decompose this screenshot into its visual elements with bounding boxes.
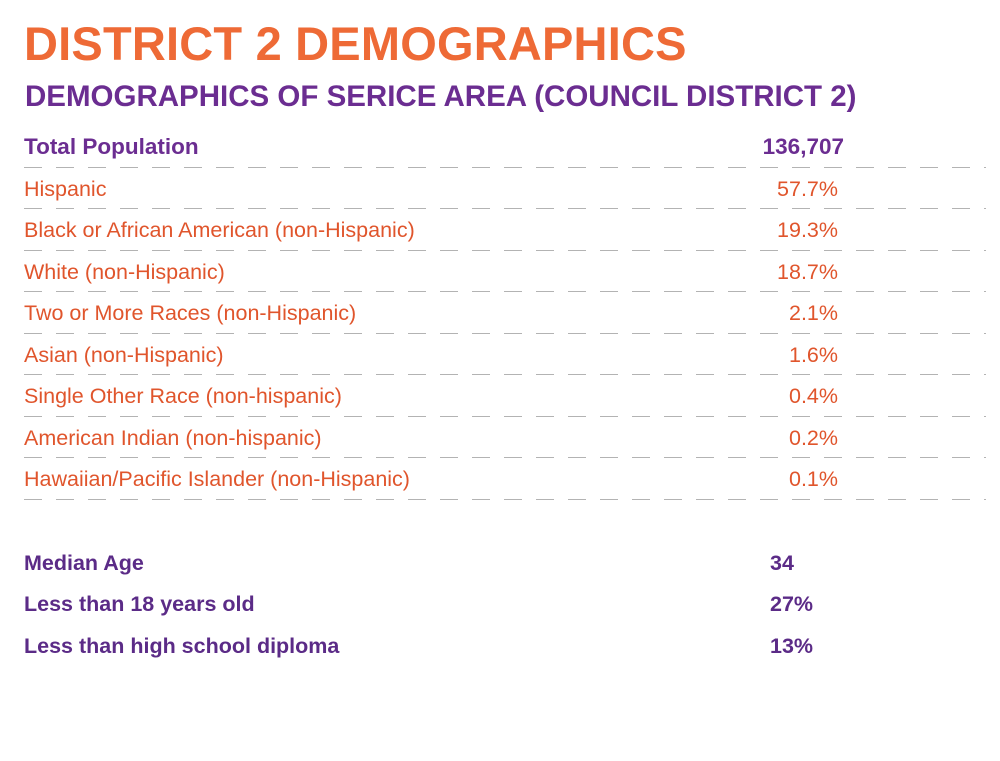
page-subtitle: DEMOGRAPHICS OF SERICE AREA (COUNCIL DIS… <box>25 80 857 113</box>
table-row: Two or More Races (non-Hispanic) 2.1% <box>24 292 986 334</box>
table-row: Hispanic 57.7% <box>24 167 986 209</box>
under-18-row: Less than 18 years old 27% <box>24 590 986 631</box>
no-diploma-row: Less than high school diploma 13% <box>24 632 986 673</box>
race-percent: 18.7% <box>777 259 838 284</box>
race-label: Hispanic <box>24 176 107 201</box>
race-label: Asian (non-Hispanic) <box>24 342 224 367</box>
table-row: Hawaiian/Pacific Islander (non-Hispanic)… <box>24 458 986 500</box>
race-percent: 1.6% <box>788 342 838 367</box>
race-label: Two or More Races (non-Hispanic) <box>24 301 357 325</box>
stat-label: Median Age <box>24 551 144 575</box>
table-row: Black or African American (non-Hispanic)… <box>24 209 986 251</box>
race-label: American Indian (non-hispanic) <box>24 425 322 450</box>
total-population-value: 136,707 <box>762 134 844 159</box>
stat-value: 34 <box>770 551 794 575</box>
median-age-row: Median Age 34 <box>24 549 986 590</box>
race-label: Hawaiian/Pacific Islander (non-Hispanic) <box>24 467 410 491</box>
race-label: White (non-Hispanic) <box>24 259 225 284</box>
race-percent: 0.2% <box>788 425 838 450</box>
stat-label: Less than 18 years old <box>24 592 255 617</box>
race-percent: 0.4% <box>788 384 838 408</box>
race-percent: 57.7% <box>777 176 838 201</box>
summary-stats: Median Age 34 Less than 18 years old 27%… <box>24 549 986 673</box>
total-population-row: Total Population 136,707 <box>24 126 986 168</box>
race-percent: 2.1% <box>788 301 838 325</box>
table-row: American Indian (non-hispanic) 0.2% <box>24 416 986 458</box>
table-row: Single Other Race (non-hispanic) 0.4% <box>24 375 986 417</box>
stat-value: 13% <box>770 633 814 658</box>
race-label: Black or African American (non-Hispanic) <box>24 218 415 242</box>
total-population-label: Total Population <box>24 134 199 159</box>
stat-value: 27% <box>770 592 814 617</box>
race-label: Single Other Race (non-hispanic) <box>24 384 342 408</box>
demographics-table: Total Population 136,707 Hispanic 57.7% … <box>24 126 986 500</box>
race-percent: 0.1% <box>788 467 838 491</box>
race-percent: 19.3% <box>777 218 838 242</box>
table-row: Asian (non-Hispanic) 1.6% <box>24 333 986 375</box>
table-row: White (non-Hispanic) 18.7% <box>24 250 986 292</box>
stat-label: Less than high school diploma <box>24 633 340 658</box>
page-title: DISTRICT 2 DEMOGRAPHICS <box>24 17 687 70</box>
